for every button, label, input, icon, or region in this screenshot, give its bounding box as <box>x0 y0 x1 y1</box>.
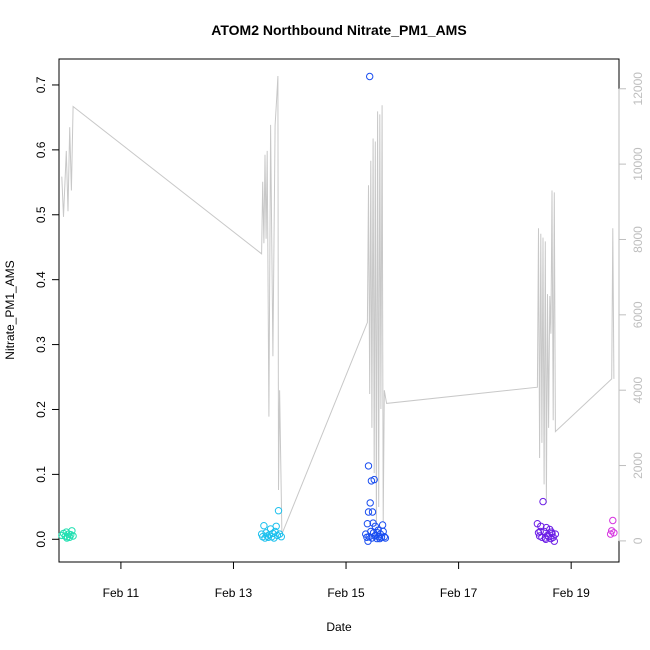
data-point <box>277 533 285 541</box>
x-tick-label: Feb 17 <box>440 586 478 600</box>
data-point <box>370 475 378 484</box>
y2-tick-label: 4000 <box>631 377 645 404</box>
data-point <box>610 529 618 537</box>
points-layer <box>58 72 618 545</box>
data-point <box>380 533 388 541</box>
y-tick-label: 0.4 <box>34 271 48 288</box>
secondary-series-line <box>61 75 615 535</box>
series-0 <box>58 527 77 542</box>
y-axis: 0.0 0.1 0.2 0.3 0.4 0.5 0.6 0.7 <box>34 76 60 548</box>
plot-border <box>58 58 620 563</box>
y2-tick-label: 12000 <box>631 72 645 106</box>
y2-tick-label: 10000 <box>631 147 645 181</box>
data-point <box>68 527 76 535</box>
series-1 <box>257 507 285 542</box>
y2-tick-label: 6000 <box>631 301 645 328</box>
data-point <box>368 508 377 516</box>
data-point <box>539 497 547 506</box>
x-tick-label: Feb 19 <box>552 586 590 600</box>
data-point <box>272 522 280 530</box>
data-point <box>378 521 387 529</box>
data-point <box>274 507 283 515</box>
x-axis-label: Date <box>326 620 352 634</box>
series-line-layer <box>61 75 615 535</box>
data-point <box>366 499 374 507</box>
data-point <box>260 522 268 530</box>
y2-axis: 0 2000 4000 6000 8000 10000 12000 <box>618 72 645 544</box>
y-tick-label: 0.2 <box>34 401 48 418</box>
data-point <box>551 530 560 538</box>
y-tick-label: 0.1 <box>34 466 48 483</box>
data-point <box>547 528 556 536</box>
y-tick-label: 0.5 <box>34 206 48 223</box>
data-point <box>536 527 544 536</box>
data-point <box>609 516 617 525</box>
data-point <box>542 535 550 543</box>
data-point <box>608 527 616 535</box>
data-point <box>606 530 615 538</box>
y2-tick-label: 0 <box>631 537 645 544</box>
y2-tick-label: 8000 <box>631 226 645 253</box>
data-point <box>376 534 384 543</box>
y-tick-label: 0.6 <box>34 141 48 158</box>
data-point <box>381 534 390 542</box>
y-axis-label: Nitrate_PM1_AMS <box>3 260 17 359</box>
x-tick-label: Feb 15 <box>327 586 365 600</box>
data-point <box>550 537 558 545</box>
series-2 <box>362 72 390 545</box>
data-point <box>379 527 387 536</box>
y-tick-label: 0.3 <box>34 336 48 353</box>
data-point <box>537 522 545 530</box>
data-point <box>364 462 373 470</box>
x-axis: Feb 11 Feb 13 Feb 15 Feb 17 Feb 19 <box>103 561 590 600</box>
data-point <box>363 520 372 528</box>
data-point <box>364 508 373 516</box>
x-tick-label: Feb 13 <box>215 586 253 600</box>
data-point <box>63 534 71 542</box>
chart-title: ATOM2 Northbound Nitrate_PM1_AMS <box>211 22 466 38</box>
series-4 <box>606 516 618 538</box>
y2-tick-label: 2000 <box>631 452 645 479</box>
y-tick-label: 0.0 <box>34 531 48 548</box>
data-point <box>366 72 374 81</box>
series-3 <box>533 497 560 545</box>
x-tick-label: Feb 11 <box>103 586 140 600</box>
y-tick-label: 0.7 <box>34 76 48 93</box>
